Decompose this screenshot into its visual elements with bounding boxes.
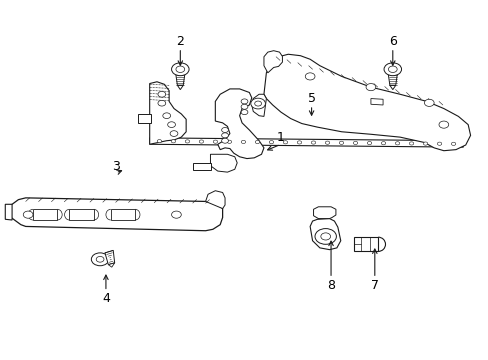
Polygon shape [309,219,340,249]
Circle shape [438,121,448,128]
Circle shape [320,233,330,240]
Circle shape [283,141,287,144]
Circle shape [297,141,301,144]
Bar [111,209,135,220]
Circle shape [221,133,228,138]
Circle shape [394,142,399,145]
Circle shape [339,141,343,144]
Circle shape [23,211,33,218]
Circle shape [314,229,336,244]
Circle shape [436,142,441,145]
Polygon shape [205,191,224,208]
Circle shape [221,127,228,132]
Bar [69,209,94,220]
Circle shape [241,110,247,114]
Circle shape [157,140,161,143]
Polygon shape [149,138,462,147]
Circle shape [423,142,427,145]
Polygon shape [387,72,397,85]
Polygon shape [177,85,183,90]
Polygon shape [105,250,115,265]
Circle shape [171,63,189,76]
Circle shape [171,211,181,218]
Circle shape [381,141,385,145]
Polygon shape [108,263,115,267]
Text: 2: 2 [176,35,184,48]
Text: 6: 6 [388,35,396,48]
Text: 1: 1 [277,131,285,144]
Circle shape [221,138,228,143]
Circle shape [176,66,184,72]
Circle shape [227,140,231,143]
Polygon shape [175,72,185,85]
Circle shape [450,142,455,145]
Text: 4: 4 [102,292,110,305]
Polygon shape [313,207,335,219]
Circle shape [250,98,265,109]
Circle shape [254,101,261,106]
Circle shape [241,99,247,104]
Polygon shape [215,89,264,158]
Circle shape [158,100,165,106]
Circle shape [325,141,329,144]
Text: 5: 5 [307,92,315,105]
Polygon shape [210,154,237,172]
Circle shape [185,140,189,143]
Circle shape [383,63,401,76]
Circle shape [213,140,217,143]
Circle shape [241,140,245,144]
Text: 8: 8 [326,279,334,292]
Circle shape [199,140,203,143]
Circle shape [91,253,109,266]
Circle shape [408,142,413,145]
Circle shape [387,66,396,72]
Polygon shape [264,51,282,73]
Circle shape [170,131,178,136]
Circle shape [305,73,314,80]
Polygon shape [193,163,211,170]
Polygon shape [353,237,377,251]
Polygon shape [264,54,469,151]
Circle shape [171,140,175,143]
Text: 3: 3 [111,160,120,173]
Polygon shape [389,85,395,90]
Circle shape [366,84,375,91]
Bar [33,209,57,220]
Polygon shape [137,114,151,123]
Circle shape [424,99,433,107]
Circle shape [163,113,170,118]
Circle shape [366,141,371,145]
Circle shape [158,91,165,97]
Circle shape [353,141,357,145]
Polygon shape [5,204,12,220]
Circle shape [255,140,259,144]
Polygon shape [251,94,266,116]
Polygon shape [370,99,382,105]
Circle shape [311,141,315,144]
Text: 7: 7 [370,279,378,292]
Circle shape [241,104,247,109]
Circle shape [269,140,273,144]
Circle shape [96,256,104,262]
Polygon shape [11,198,222,231]
Circle shape [167,122,175,127]
Polygon shape [149,82,186,144]
